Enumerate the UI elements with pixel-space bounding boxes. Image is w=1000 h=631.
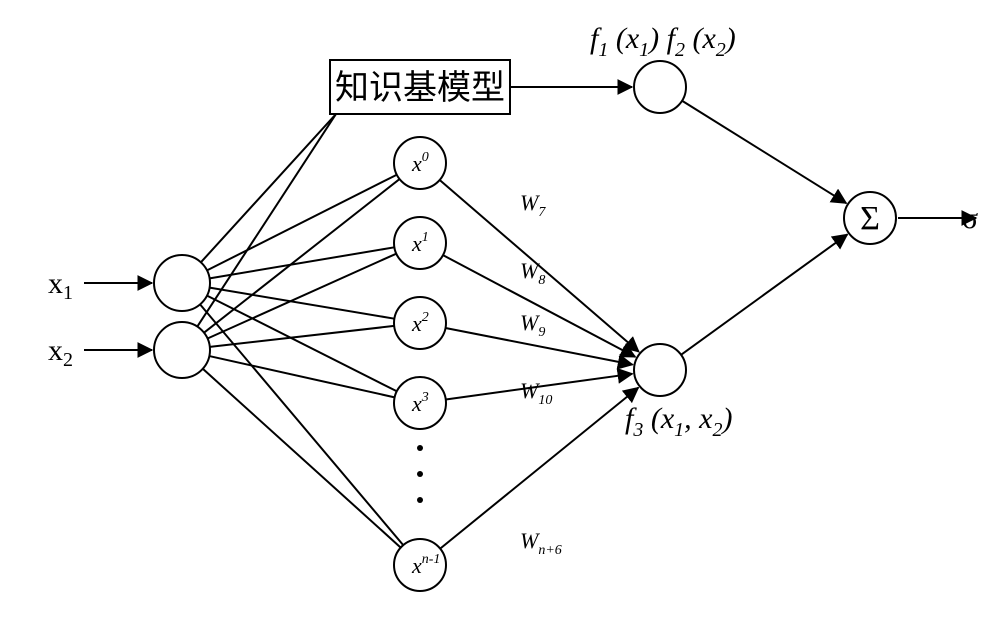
edge-arrow-f12-sum: [682, 101, 846, 203]
edge-in1-h1: [210, 247, 395, 278]
weight-label-w9: W9: [520, 310, 545, 340]
function-label-f3: f3 (x1, x2): [625, 402, 732, 441]
edge-in1-hn: [200, 304, 403, 545]
weight-label-w7: W7: [520, 190, 546, 220]
edge-in2-rect: [197, 114, 336, 327]
ellipsis-dot: [417, 497, 423, 503]
node-in2: [154, 322, 210, 378]
output-label: σ: [962, 202, 978, 235]
weight-label-w8: W8: [520, 258, 545, 288]
diagram-canvas: 知识基模型x0x1x2x3xn-1Σx1x2W7W8W9W10Wn+6f1 (x…: [0, 0, 1000, 631]
node-f3: [634, 344, 686, 396]
node-in1: [154, 255, 210, 311]
edge-in1-h2: [210, 288, 395, 319]
input-label-x1: x1: [48, 267, 73, 304]
sum-label: Σ: [860, 200, 880, 237]
ellipsis-dot: [417, 445, 423, 451]
edge-in2-h0: [204, 179, 400, 333]
ellipsis-dot: [417, 471, 423, 477]
weight-label-w10: W10: [520, 378, 552, 408]
input-label-x2: x2: [48, 334, 73, 371]
knowledge-base-model-label: 知识基模型: [335, 69, 505, 107]
edge-in2-hn: [203, 369, 401, 548]
weight-label-wn6: Wn+6: [520, 528, 562, 558]
function-label-f12: f1 (x1) f2 (x2): [590, 22, 736, 61]
node-f12: [634, 61, 686, 113]
edge-arrow-f3-sum: [681, 234, 847, 354]
edge-arrow-hn-f3: [440, 388, 638, 549]
edge-arrow-h1-f3: [443, 255, 635, 357]
